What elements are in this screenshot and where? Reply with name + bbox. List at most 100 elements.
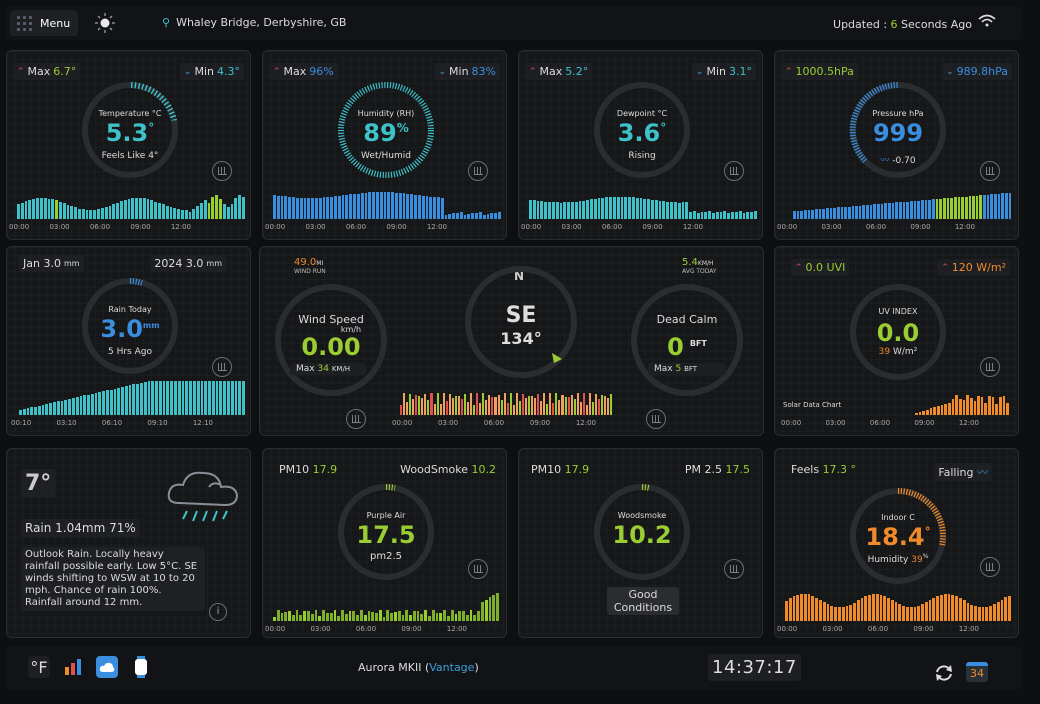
down-arrow-icon: ⌄ [438,66,447,77]
chart-bar [917,200,920,219]
pressure-max-value: 1000.5hPa [795,65,854,78]
chart-icon[interactable] [980,161,1000,181]
chart-bar [647,199,650,219]
chart-bar [972,195,975,219]
rain-unit: mm [142,321,160,330]
chart-bar [738,211,742,219]
sun-icon[interactable] [94,12,116,34]
clock: 14:37:17 [708,654,801,681]
chart-icon[interactable] [346,409,366,429]
pressure-min: ⌄ 989.8hPa [942,63,1012,80]
chart-bar [424,394,427,415]
chart-bar [579,402,582,415]
chart-icon[interactable] [212,357,232,377]
woodsmoke-ring [594,484,690,580]
humidity-min-label: Min [449,65,469,78]
chart-bar [448,213,452,219]
chart-bar [888,203,891,219]
chart-bar [540,201,544,219]
rain-title: Rain Today [108,305,152,314]
chart-bar [811,209,814,219]
chart-icon[interactable] [980,557,1000,577]
chart-bar [276,610,280,621]
solar-value: 120 W/m² [951,261,1006,274]
chart-icon[interactable] [212,161,232,181]
chart-bar [162,381,166,415]
chart-bar [826,604,830,621]
chart-bar [492,595,496,621]
chart-bar [359,609,363,621]
chart-icon[interactable] [980,357,1000,377]
chart-bar [515,392,518,415]
chart-bar [609,196,612,219]
temperature-ring [82,82,178,178]
chart-bar [242,381,245,415]
chart-bar [909,607,913,621]
wind-max-value: 34 [317,364,329,374]
chart-bar [962,600,966,621]
chart-bar [962,400,966,415]
calendar-icon[interactable]: 34 [966,662,988,682]
chart-bar [409,393,412,415]
chart-bar [573,399,576,415]
refresh-icon[interactable] [934,664,954,682]
chart-bar [352,611,356,621]
chart-bar [549,392,552,415]
chart-bar [62,203,66,219]
chart-bar [387,192,391,219]
chart-bar [953,197,957,219]
chart-bar [34,406,37,415]
tick: 06:10 [101,419,123,427]
indoor-feels: Feels 17.3 ° [791,463,856,476]
chart-bar [170,381,174,415]
menu-button[interactable]: Menu [10,10,78,36]
chart-bar [689,211,692,219]
chart-bar [887,597,890,621]
pressure-ring [849,81,946,178]
watch-icon[interactable] [130,656,152,678]
chart-bar [662,201,666,219]
chart-bar [1004,597,1008,621]
chart-bar [534,398,537,415]
chart-bar [341,609,344,621]
chart-bar [330,196,333,219]
chart-bar [412,611,416,621]
pressure-title: Pressure hPa [872,109,924,118]
tick: 06:00 [869,419,891,427]
cloud-icon[interactable] [96,656,118,678]
chart-bar [169,207,173,219]
chart-bar [544,201,548,219]
location[interactable]: ⚲ Whaley Bridge, Derbyshire, GB [162,16,346,29]
chart-bar [429,196,433,219]
chart-icon[interactable] [724,161,744,181]
humidity-max: ⌃ Max 96% [269,63,338,80]
model-link[interactable]: Vantage [429,661,475,674]
chart-bar [529,199,532,219]
chart-icon[interactable] [724,559,744,579]
chart-bar [509,392,512,415]
indoor-humidity: 39 [911,555,923,565]
info-icon[interactable]: i [209,603,227,621]
unit-toggle-button[interactable]: °F [28,656,50,678]
uv-value: 0.0 [876,319,920,347]
pm25-label: PM 2.5 [684,463,722,476]
chart-bar [443,610,446,621]
beaufort-max-value: 5 [675,364,682,374]
indoor-card: Feels 17.3 ° Falling 〰 Indoor C 18.4° Hu… [774,448,1019,638]
forecast-card: 7° Rain 1.04mm 71% Outlook Rain. Locally… [6,448,251,638]
chart-icon[interactable] [468,559,488,579]
chart-icon[interactable] [646,409,666,429]
dewpoint-max-value: 5.2° [565,65,589,78]
chart-bar [964,196,968,219]
chart-icon[interactable] [468,161,488,181]
temperature-card: ⌃ Max 6.7° ⌄ Min 4.3° Temperature °C 5.3° Fe… [6,50,251,240]
chart-bar [292,197,295,219]
chart-bar [174,381,177,415]
chart-bar [822,208,825,219]
chart-bar [940,594,943,621]
charts-icon[interactable] [62,656,84,678]
tick: 03:00 [437,419,459,427]
humidity-gauge: Humidity (RH) 89% Wet/Humid [335,79,437,181]
wind-card: 49.0MI WIND RUN 5.4KM/H AVG TODAY Wind Spe… [259,246,764,436]
chart-bar [898,604,902,621]
